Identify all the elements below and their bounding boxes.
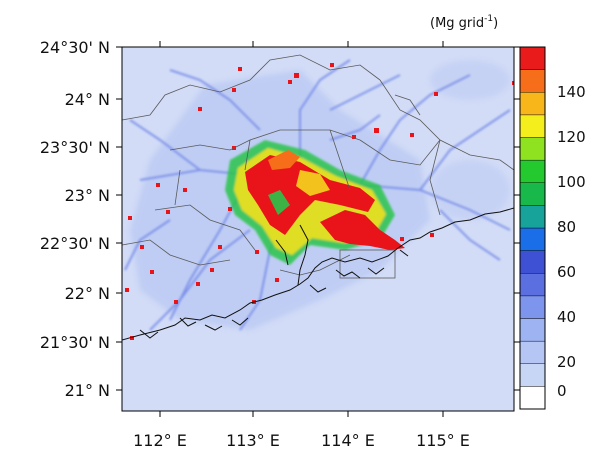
colorbar-frame bbox=[519, 46, 546, 410]
colorbar-box bbox=[519, 295, 546, 319]
lat-label: 23°30' N bbox=[40, 138, 110, 157]
colorbar-box bbox=[519, 114, 546, 138]
colorbar-box bbox=[519, 250, 546, 274]
coastline bbox=[122, 207, 514, 341]
lat-label: 22°30' N bbox=[40, 234, 110, 253]
colorbar-label: 100 bbox=[557, 173, 586, 191]
lat-label: 22° N bbox=[65, 284, 110, 303]
colorbar-box bbox=[519, 92, 546, 116]
map-plot-area bbox=[122, 47, 514, 411]
colorbar-label: 120 bbox=[557, 128, 586, 146]
lat-label: 21°30' N bbox=[40, 333, 110, 352]
lat-label: 23° N bbox=[65, 186, 110, 205]
colorbar-box bbox=[519, 340, 546, 364]
lat-label: 24°30' N bbox=[40, 38, 110, 57]
colorbar-box bbox=[519, 182, 546, 206]
latitude-axis: 24°30' N 24° N 23°30' N 23° N 22°30' N 2… bbox=[40, 38, 520, 400]
lon-label: 112° E bbox=[133, 431, 187, 450]
colorbar-box bbox=[519, 46, 546, 70]
colorbar-box bbox=[519, 363, 546, 387]
colorbar-box bbox=[519, 318, 546, 342]
colorbar-label: 20 bbox=[557, 353, 576, 371]
colorbar-box bbox=[519, 386, 546, 410]
colorbar-label: 60 bbox=[557, 263, 576, 281]
colorbar-box bbox=[519, 137, 546, 161]
colorbar-label: 40 bbox=[557, 308, 576, 326]
administrative-boundaries bbox=[122, 54, 514, 279]
lat-label: 24° N bbox=[65, 90, 110, 109]
longitude-axis: 112° E 113° E 114° E 115° E bbox=[133, 41, 470, 450]
colorbar-boxes bbox=[519, 46, 546, 410]
colorbar-box bbox=[519, 69, 546, 93]
colorbar-box bbox=[519, 159, 546, 183]
colorbar-label: 0 bbox=[557, 382, 567, 400]
lon-label: 115° E bbox=[416, 431, 470, 450]
colorbar-box bbox=[519, 273, 546, 297]
lat-label: 21° N bbox=[65, 381, 110, 400]
high-emission-urban-core bbox=[245, 150, 405, 250]
map-frame bbox=[121, 46, 515, 412]
colorbar-box bbox=[519, 227, 546, 251]
colorbar: 140 120 100 80 60 40 20 0 bbox=[519, 46, 586, 410]
colorbar-box bbox=[519, 205, 546, 229]
colorbar-unit-label: (Mg grid-1) bbox=[430, 14, 498, 31]
colorbar-label: 140 bbox=[557, 83, 586, 101]
lon-label: 113° E bbox=[226, 431, 280, 450]
colorbar-label: 80 bbox=[557, 218, 576, 236]
lon-label: 114° E bbox=[321, 431, 375, 450]
